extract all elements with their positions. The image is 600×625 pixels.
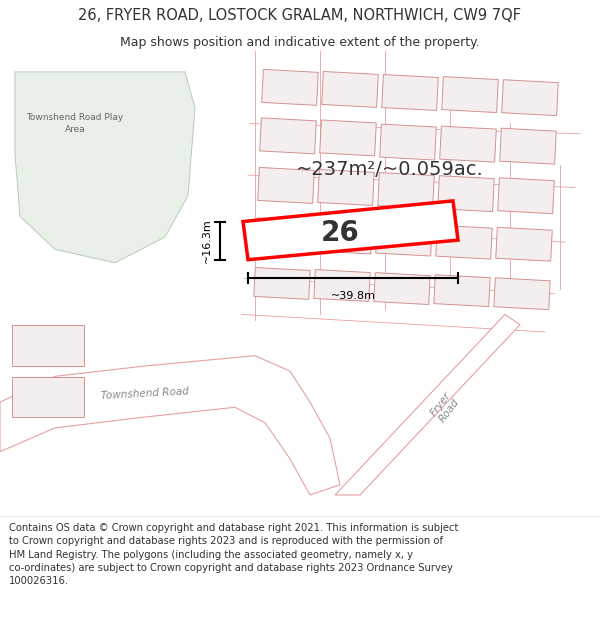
- Polygon shape: [12, 378, 84, 416]
- Polygon shape: [243, 201, 458, 260]
- Polygon shape: [318, 169, 374, 206]
- Polygon shape: [382, 74, 438, 111]
- Polygon shape: [376, 222, 432, 256]
- Polygon shape: [378, 173, 434, 209]
- Polygon shape: [436, 225, 492, 259]
- Polygon shape: [320, 120, 376, 156]
- Text: 26, FRYER ROAD, LOSTOCK GRALAM, NORTHWICH, CW9 7QF: 26, FRYER ROAD, LOSTOCK GRALAM, NORTHWIC…: [79, 8, 521, 23]
- Polygon shape: [314, 269, 370, 301]
- Text: Fryer
Road: Fryer Road: [428, 390, 462, 424]
- Polygon shape: [0, 356, 340, 495]
- Polygon shape: [374, 272, 430, 304]
- Text: ~39.8m: ~39.8m: [331, 291, 376, 301]
- Polygon shape: [260, 118, 316, 154]
- Polygon shape: [15, 72, 195, 262]
- Polygon shape: [500, 128, 556, 164]
- Polygon shape: [438, 176, 494, 212]
- Text: Townshend Road Play
Area: Townshend Road Play Area: [26, 113, 124, 134]
- Text: ~16.3m: ~16.3m: [202, 218, 212, 263]
- Polygon shape: [254, 268, 310, 299]
- Polygon shape: [262, 69, 318, 106]
- Polygon shape: [498, 177, 554, 214]
- Polygon shape: [496, 228, 552, 261]
- Polygon shape: [440, 126, 496, 162]
- Text: Map shows position and indicative extent of the property.: Map shows position and indicative extent…: [120, 36, 480, 49]
- Polygon shape: [12, 325, 84, 366]
- Polygon shape: [442, 77, 498, 112]
- Text: ~237m²/~0.059ac.: ~237m²/~0.059ac.: [296, 161, 484, 179]
- Polygon shape: [380, 124, 436, 160]
- Polygon shape: [502, 80, 558, 116]
- Polygon shape: [258, 168, 314, 203]
- Text: Contains OS data © Crown copyright and database right 2021. This information is : Contains OS data © Crown copyright and d…: [9, 523, 458, 586]
- Polygon shape: [256, 218, 312, 252]
- Text: Townshend Road: Townshend Road: [101, 386, 189, 401]
- Polygon shape: [322, 71, 378, 107]
- Text: 26: 26: [320, 219, 359, 247]
- Polygon shape: [494, 278, 550, 309]
- Polygon shape: [335, 314, 520, 495]
- Polygon shape: [434, 275, 490, 307]
- Polygon shape: [316, 220, 372, 254]
